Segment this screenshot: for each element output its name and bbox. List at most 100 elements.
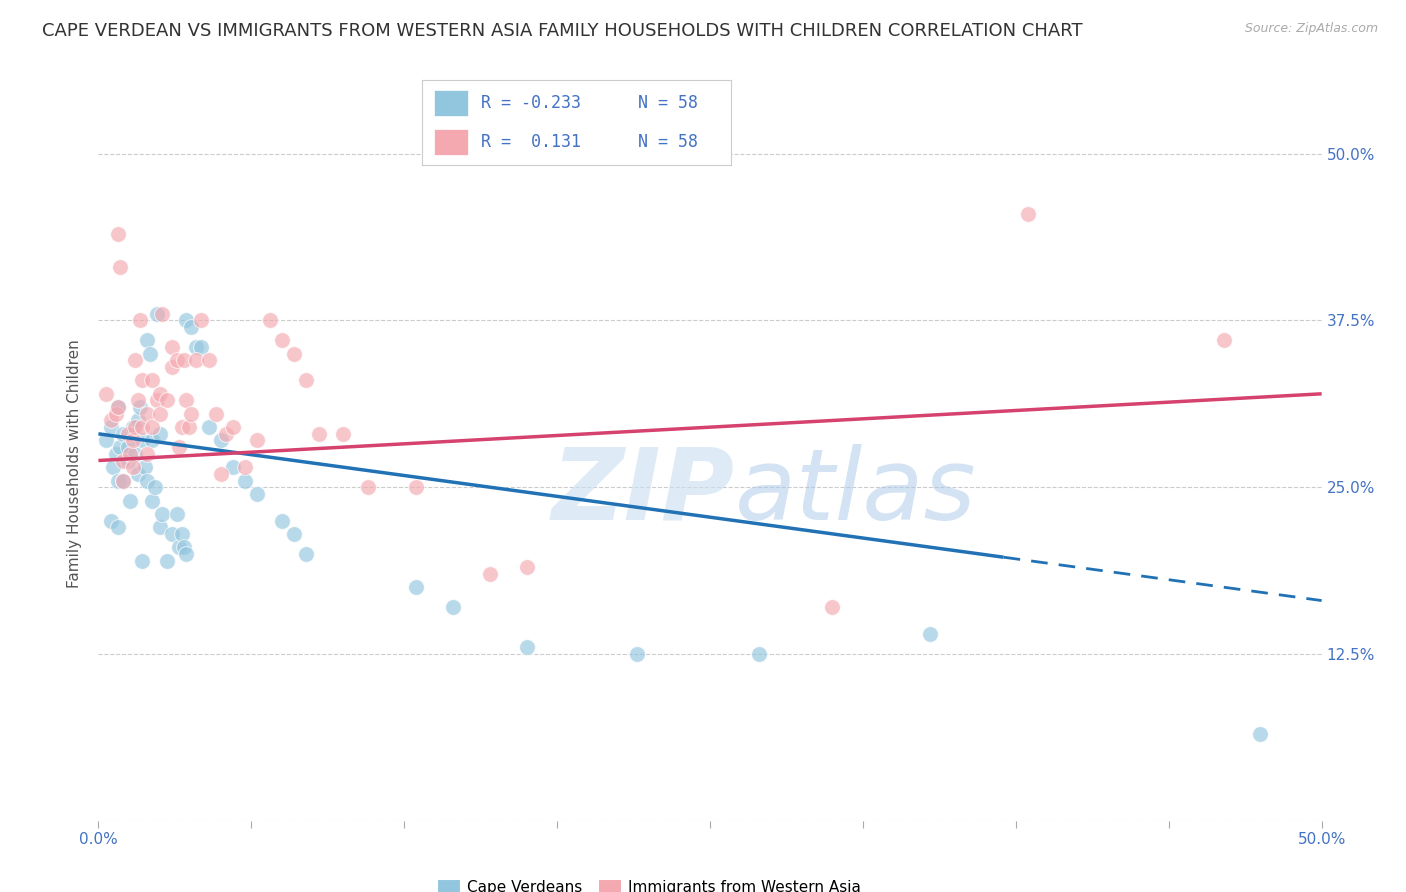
Point — [110, 440, 132, 454]
Point — [117, 453, 139, 467]
Point — [110, 260, 132, 274]
Point — [177, 420, 200, 434]
Point — [131, 553, 153, 567]
Point — [146, 393, 169, 408]
Point — [131, 420, 153, 434]
Point — [107, 400, 129, 414]
Point — [141, 374, 163, 388]
Point — [149, 386, 172, 401]
Point — [173, 540, 195, 554]
Point — [120, 493, 142, 508]
Point — [222, 460, 245, 475]
Point — [111, 474, 134, 488]
Point — [205, 407, 228, 421]
Text: CAPE VERDEAN VS IMMIGRANTS FROM WESTERN ASIA FAMILY HOUSEHOLDS WITH CHILDREN COR: CAPE VERDEAN VS IMMIGRANTS FROM WESTERN … — [42, 22, 1083, 40]
Point — [107, 227, 129, 241]
Text: R =  0.131: R = 0.131 — [481, 133, 581, 151]
Point — [478, 566, 501, 581]
Point — [120, 447, 142, 461]
Point — [100, 420, 122, 434]
Point — [104, 407, 127, 421]
Point — [101, 460, 124, 475]
Point — [214, 426, 236, 441]
Point — [515, 560, 537, 574]
Point — [111, 474, 134, 488]
Point — [143, 480, 166, 494]
Point — [246, 434, 269, 448]
Point — [748, 647, 770, 661]
Point — [149, 407, 172, 421]
Point — [270, 334, 294, 348]
Point — [100, 514, 122, 528]
Point — [222, 420, 245, 434]
Point — [156, 393, 179, 408]
Point — [136, 407, 159, 421]
Legend: Cape Verdeans, Immigrants from Western Asia: Cape Verdeans, Immigrants from Western A… — [437, 880, 860, 892]
Point — [134, 460, 156, 475]
Point — [626, 647, 648, 661]
Point — [121, 420, 143, 434]
Point — [920, 627, 942, 641]
Point — [209, 467, 232, 481]
Point — [186, 353, 208, 368]
Point — [139, 347, 162, 361]
Point — [121, 434, 143, 448]
Point — [405, 580, 427, 594]
Point — [111, 426, 134, 441]
Point — [233, 460, 256, 475]
Point — [141, 434, 163, 448]
Point — [160, 340, 183, 354]
Point — [170, 420, 193, 434]
Text: atlas: atlas — [734, 444, 976, 541]
Point — [94, 386, 117, 401]
Point — [190, 313, 212, 327]
Point — [233, 474, 256, 488]
Point — [129, 400, 152, 414]
Point — [136, 447, 159, 461]
FancyBboxPatch shape — [434, 129, 468, 155]
Point — [173, 353, 195, 368]
Point — [136, 334, 159, 348]
Point — [127, 413, 149, 427]
Point — [111, 453, 134, 467]
Point — [131, 434, 153, 448]
Point — [180, 407, 202, 421]
Point — [270, 514, 294, 528]
Point — [141, 420, 163, 434]
Point — [1017, 207, 1039, 221]
Point — [1212, 334, 1234, 348]
Point — [515, 640, 537, 655]
Point — [117, 426, 139, 441]
Text: N = 58: N = 58 — [638, 95, 699, 112]
Point — [295, 547, 318, 561]
Text: R = -0.233: R = -0.233 — [481, 95, 581, 112]
Point — [124, 353, 146, 368]
Point — [127, 393, 149, 408]
Point — [167, 440, 190, 454]
Point — [100, 413, 122, 427]
Point — [107, 520, 129, 534]
Point — [176, 547, 198, 561]
Point — [160, 527, 183, 541]
Text: Source: ZipAtlas.com: Source: ZipAtlas.com — [1244, 22, 1378, 36]
Point — [209, 434, 232, 448]
Point — [160, 360, 183, 375]
Point — [149, 426, 172, 441]
Point — [197, 353, 219, 368]
Point — [821, 600, 844, 615]
Point — [117, 440, 139, 454]
Point — [121, 460, 143, 475]
Point — [166, 507, 188, 521]
Point — [141, 493, 163, 508]
Point — [283, 347, 305, 361]
Text: ZIP: ZIP — [551, 444, 734, 541]
Point — [124, 420, 146, 434]
Point — [186, 340, 208, 354]
Point — [180, 320, 202, 334]
Point — [246, 487, 269, 501]
Point — [190, 340, 212, 354]
FancyBboxPatch shape — [434, 90, 468, 116]
Point — [405, 480, 427, 494]
Point — [1249, 727, 1271, 741]
Point — [136, 474, 159, 488]
